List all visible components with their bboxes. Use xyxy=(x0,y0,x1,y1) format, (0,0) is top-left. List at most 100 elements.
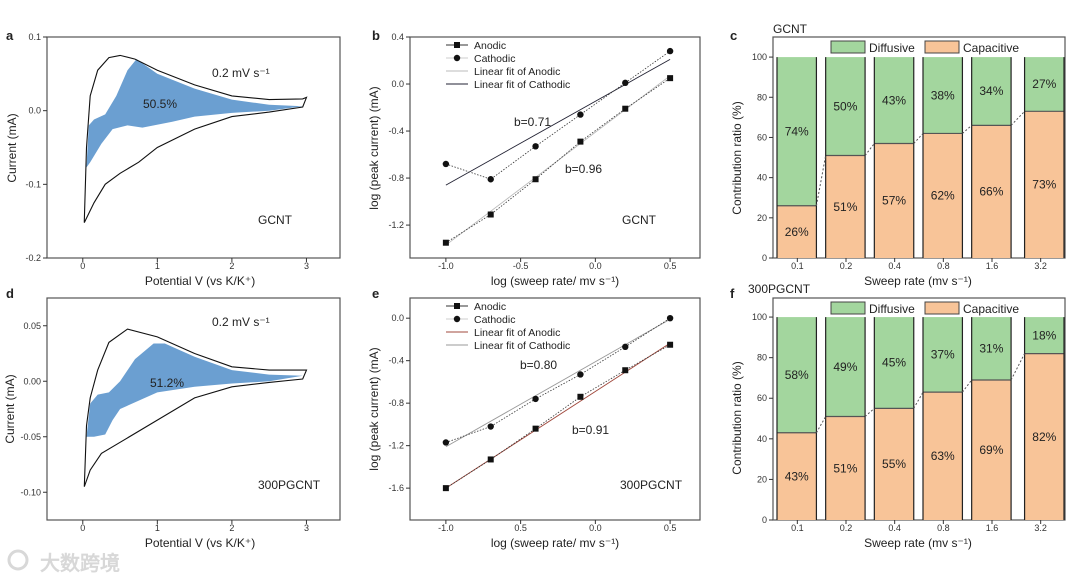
anodic-point xyxy=(532,176,539,183)
anodic-point xyxy=(577,138,584,145)
x-tick-label: 0.8 xyxy=(937,523,950,533)
bar-diffusive xyxy=(971,317,1012,380)
legend-marker-circle xyxy=(453,54,461,62)
y-tick-label: 20 xyxy=(757,474,767,484)
cathodic-point xyxy=(577,371,584,378)
watermark-logo: 大数跨境 xyxy=(7,549,120,575)
x-tick-label: -1.0 xyxy=(438,523,454,533)
anodic-point xyxy=(532,425,539,432)
y-tick-label: 0 xyxy=(762,253,767,263)
cathodic-point xyxy=(577,111,584,118)
panel-e-anodic-slope: b=0.91 xyxy=(572,423,609,437)
x-tick-label: 3.2 xyxy=(1034,523,1047,533)
panel-c-subtitle: GCNT xyxy=(773,22,808,36)
fit-line-cathodic xyxy=(445,58,671,186)
y-tick-label: -0.8 xyxy=(388,398,404,408)
connector-line xyxy=(1010,110,1025,126)
x-tick-label: 2 xyxy=(229,261,234,271)
y-tick-label: 60 xyxy=(757,393,767,403)
y-tick-label: -0.8 xyxy=(388,173,404,183)
x-tick-label: 0.2 xyxy=(840,523,853,533)
anodic-point xyxy=(577,393,584,400)
capacitive-area xyxy=(86,343,303,437)
y-tick-label: -0.4 xyxy=(388,126,404,136)
diffusive-label: 49% xyxy=(833,360,857,374)
connector-line xyxy=(864,408,875,417)
diffusive-label: 37% xyxy=(931,348,955,362)
plot-frame xyxy=(46,297,341,521)
panel-b-cathodic-slope: b=0.71 xyxy=(514,115,551,129)
x-tick-label: 0.2 xyxy=(840,261,853,271)
y-tick-label: 40 xyxy=(757,173,767,183)
watermark-text: 大数跨境 xyxy=(40,551,120,575)
cv-curve xyxy=(83,328,308,487)
anodic-point xyxy=(442,485,449,492)
panel-a: 0.1 0.0 -0.1 -0.2 0 1 2 3 xyxy=(25,32,341,271)
watermark-logo-icon xyxy=(7,549,29,571)
bar-diffusive xyxy=(923,57,963,134)
series-line-cathodic xyxy=(445,317,671,443)
panel-e-ylabel: log (peak current) (mA) xyxy=(367,347,381,470)
connector-line xyxy=(864,143,875,156)
y-tick-label: 80 xyxy=(757,92,767,102)
x-tick-label: -1.0 xyxy=(438,261,454,271)
fit-line-anodic xyxy=(445,342,671,489)
x-tick-label: 0.4 xyxy=(888,261,901,271)
diffusive-label: 58% xyxy=(785,368,809,382)
y-tick-label: 100 xyxy=(752,52,767,62)
legend-label: Anodic xyxy=(474,301,506,313)
cathodic-point xyxy=(487,423,494,430)
bar-capacitive xyxy=(1024,111,1064,258)
panel-d-ylabel: Current (mA) xyxy=(3,374,17,443)
fit-line-cathodic xyxy=(445,318,671,448)
x-tick-label: 0.5 xyxy=(514,523,527,533)
bar-capacitive xyxy=(971,379,1012,520)
bar-capacitive xyxy=(923,133,963,258)
panel-e-xlabel: log (sweep rate/ mv s⁻¹) xyxy=(491,536,619,550)
panel-letter-c: c xyxy=(730,28,737,43)
panel-b-ylabel: log (peak current) (mA) xyxy=(367,86,381,209)
y-tick-label: 0.1 xyxy=(28,32,41,42)
anodic-point xyxy=(622,367,629,374)
panel-d-rate-label: 0.2 mV s⁻¹ xyxy=(212,315,270,329)
x-tick-label: 1 xyxy=(155,523,160,533)
legend-label: Linear fit of Anodic xyxy=(474,327,560,339)
panel-f-xlabel: Sweep rate (mv s⁻¹) xyxy=(864,536,972,550)
cathodic-point xyxy=(442,160,450,168)
bar-capacitive xyxy=(777,205,817,258)
capacitive-label: 82% xyxy=(1032,430,1056,444)
y-tick-label: -1.2 xyxy=(388,220,404,230)
cv-curve xyxy=(83,54,308,223)
y-tick-label: 80 xyxy=(757,353,767,363)
x-tick-label: 0.8 xyxy=(937,261,950,271)
legend-swatch-capacitive xyxy=(924,40,960,54)
y-tick-label: -0.1 xyxy=(25,179,41,189)
plot-frame xyxy=(409,297,701,521)
bar-diffusive xyxy=(825,57,866,156)
bar-capacitive xyxy=(1024,353,1064,520)
legend-label: Cathodic xyxy=(474,314,515,326)
legend-label: Anodic xyxy=(474,40,506,52)
y-tick-label: -1.6 xyxy=(388,483,404,493)
legend-marker-circle xyxy=(453,315,461,323)
y-tick-label: 0.05 xyxy=(23,321,41,331)
legend-label: Cathodic xyxy=(474,53,515,65)
y-tick-label: 0.0 xyxy=(391,313,404,323)
legend-swatch-capacitive xyxy=(924,301,960,315)
bar-diffusive xyxy=(777,317,817,433)
y-tick-label: 0.0 xyxy=(391,79,404,89)
plot-frame xyxy=(409,36,701,259)
legend-marker-square xyxy=(454,42,460,48)
legend-marker-square xyxy=(454,303,460,309)
x-tick-label: 0.5 xyxy=(664,523,677,533)
panel-letter-f: f xyxy=(730,286,735,301)
x-tick-label: 0.1 xyxy=(791,523,804,533)
diffusive-label: 18% xyxy=(1032,328,1056,342)
bar-capacitive xyxy=(971,125,1012,259)
connector-line xyxy=(962,379,973,393)
x-tick-label: 0.0 xyxy=(589,523,602,533)
series-line-anodic xyxy=(445,77,671,244)
x-tick-label: 0.0 xyxy=(589,261,602,271)
capacitive-area xyxy=(86,59,303,168)
x-tick-label: 0.5 xyxy=(664,261,677,271)
